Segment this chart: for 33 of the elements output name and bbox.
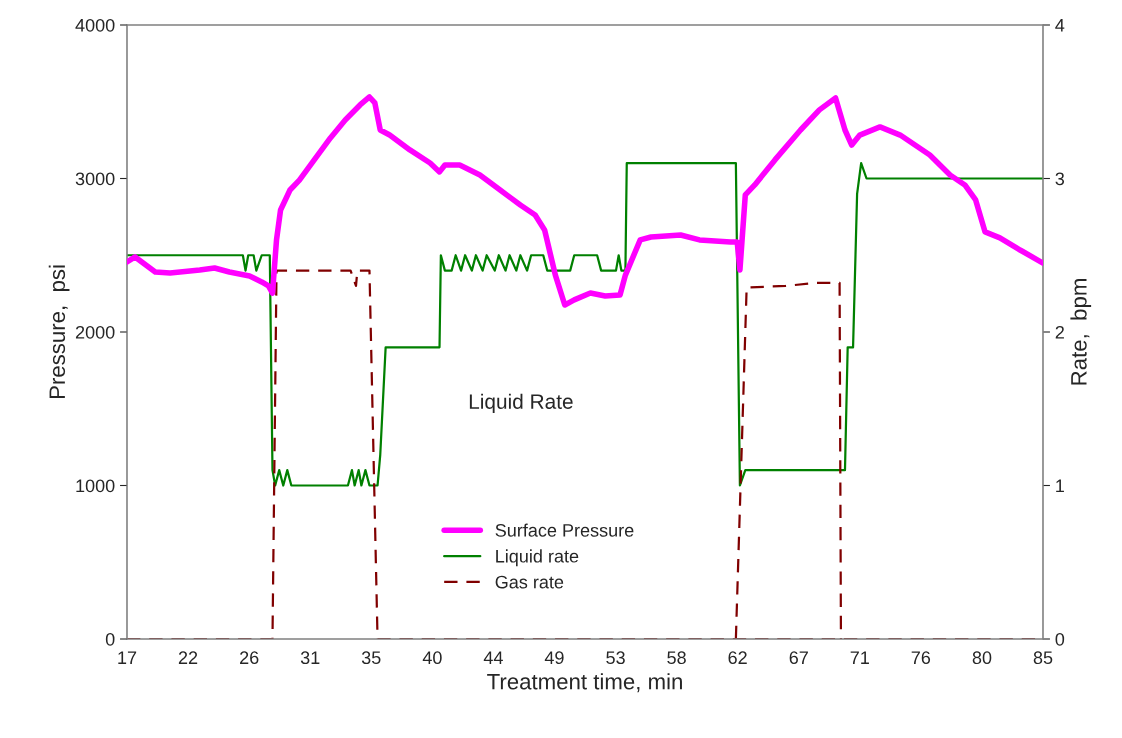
x-tick-label: 53	[606, 651, 625, 665]
y2-tick-label: 0	[1055, 632, 1065, 646]
y2-tick-label: 4	[1055, 19, 1065, 32]
x-tick-label: 26	[240, 651, 259, 665]
x-tick-label: 67	[789, 651, 808, 665]
y-axis-title: Pressure, psi	[48, 265, 70, 399]
x-tick-label: 22	[178, 651, 198, 664]
legend-label: Liquid rate	[496, 549, 579, 567]
x-tick-label: 31	[300, 651, 320, 665]
x-tick-label: 17	[118, 651, 137, 664]
x-tick-label: 85	[1033, 651, 1053, 665]
y2-tick-label: 1	[1056, 479, 1064, 493]
y-tick-label: 0	[105, 632, 115, 646]
x-tick-label: 76	[911, 651, 931, 665]
x-tick-label: 40	[422, 651, 442, 665]
y2-axis-title: Rate, bpm	[1070, 279, 1092, 385]
y-tick-label: 3000	[75, 172, 115, 186]
annotation: Liquid Rate	[469, 393, 573, 414]
y2-tick-label: 3	[1055, 172, 1065, 186]
y2-tick-label: 2	[1055, 325, 1064, 339]
x-tick-label: 58	[667, 651, 686, 665]
x-tick-label: 80	[972, 651, 992, 665]
x-tick-label: 49	[544, 651, 564, 665]
x-tick-label: 71	[850, 651, 869, 664]
x-tick-label: 44	[483, 651, 503, 664]
legend-label: Surface Pressure	[495, 523, 634, 537]
y-tick-label: 2000	[75, 325, 115, 339]
x-axis-title: Treatment time, min	[487, 673, 682, 693]
y-tick-label: 4000	[75, 18, 115, 32]
x-tick-label: 35	[361, 651, 381, 665]
x-tick-label: 62	[728, 651, 747, 665]
legend-label: Gas rate	[495, 575, 564, 589]
y-tick-label: 1000	[76, 479, 115, 493]
